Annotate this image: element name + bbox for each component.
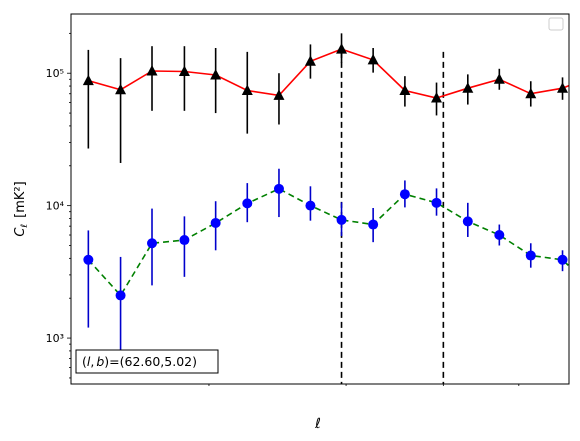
triangle-series-point-6 (273, 89, 285, 100)
circle-series-point-5 (242, 198, 253, 209)
triangle-series-point-1 (115, 83, 127, 95)
triangle-series-point-14 (525, 87, 537, 99)
circle-series-point-13 (494, 230, 505, 241)
circle-series-point-8 (336, 214, 347, 225)
circle-series-point-4 (210, 217, 221, 228)
triangle-series-point-7 (304, 55, 316, 66)
y-axis-label-unit: [mK²] (13, 181, 28, 218)
circle-series-point-15 (557, 254, 568, 265)
circle-series-point-2 (147, 238, 158, 249)
triangle-series-point-5 (241, 84, 253, 96)
y-tick-label-0: 10³ (46, 332, 64, 345)
y-axis-label: Cℓ [mK²] (13, 181, 30, 236)
triangle-series-point-10 (399, 84, 411, 96)
annotation-box: (l, b)=(62.60,5.02) (75, 349, 219, 374)
circle-series-point-10 (399, 189, 410, 200)
triangle-series-point-4 (210, 68, 222, 80)
circle-series-point-6 (273, 183, 284, 194)
circle-series-point-1 (115, 290, 126, 301)
circle-series-point-0 (83, 254, 94, 265)
triangle-series-point-9 (367, 53, 379, 65)
legend-box (548, 17, 564, 31)
circle-series-line (87, 187, 569, 297)
circle-series-point-3 (179, 235, 190, 246)
triangle-series-point-3 (178, 65, 190, 77)
y-axis-label-main: C (13, 227, 28, 237)
triangle-series-line (88, 48, 569, 99)
annotation-text: (l, b)=(62.60,5.02) (82, 354, 197, 369)
triangle-series-point-2 (146, 64, 158, 76)
triangle-series-point-12 (462, 82, 474, 93)
triangle-series-point-11 (431, 91, 443, 103)
y-axis-label-sub: ℓ (20, 224, 30, 229)
triangle-series-point-15 (557, 82, 569, 93)
x-axis-label: ℓ (314, 416, 321, 432)
triangle-series-point-0 (82, 74, 94, 86)
circle-series-point-11 (431, 197, 442, 208)
triangle-series-point-8 (336, 43, 348, 54)
plot-frame (70, 13, 570, 385)
y-tick-label-2: 10⁵ (46, 67, 64, 80)
circle-series-point-12 (462, 216, 473, 227)
triangle-series-point-13 (493, 73, 505, 84)
circle-series-point-14 (525, 250, 536, 261)
plot-area: 10³10⁴10⁵10³ (46, 13, 570, 386)
y-tick-label-1: 10⁴ (46, 200, 65, 213)
circle-series-point-9 (368, 219, 379, 230)
circle-series-point-7 (305, 200, 316, 211)
